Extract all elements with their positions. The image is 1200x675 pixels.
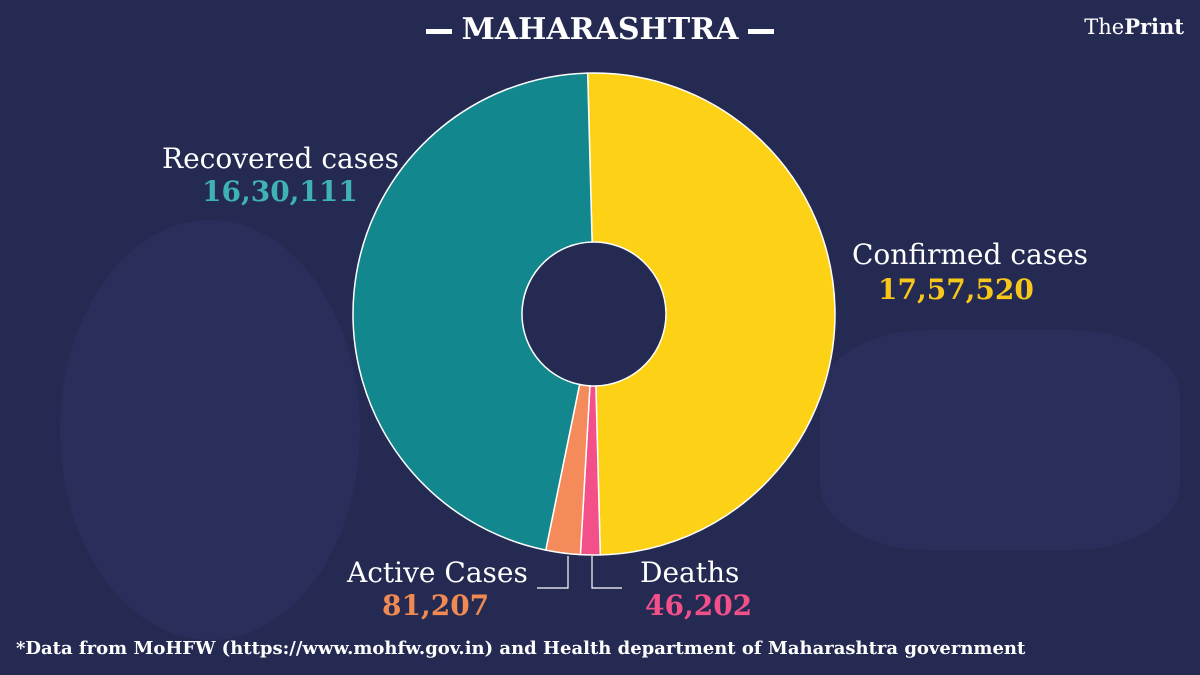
chart-title: MAHARASHTRA [0, 12, 1200, 47]
logo-bold: Print [1124, 14, 1184, 39]
active-leader-line [537, 556, 569, 589]
confirmed-label: Confirmed cases [852, 238, 1089, 271]
deaths-leader-line [591, 556, 622, 589]
background-map [820, 330, 1180, 550]
leader-lines [537, 556, 622, 589]
title-dash-left [425, 28, 452, 34]
recovered-label: Recovered cases [162, 142, 400, 175]
title-text: MAHARASHTRA [461, 12, 739, 47]
confirmed-value: 17,57,520 [878, 273, 1034, 306]
slice-confirmed-cases [586, 72, 836, 556]
active-label: Active Cases [347, 556, 528, 589]
slice-recovered-cases [352, 72, 593, 552]
source-note: *Data from MoHFW (https://www.mohfw.gov.… [16, 638, 1026, 659]
background-photo [60, 220, 360, 640]
logo-prefix: The [1084, 15, 1125, 39]
deaths-label: Deaths [640, 556, 740, 589]
active-value: 81,207 [382, 589, 490, 622]
recovered-value: 16,30,111 [202, 175, 358, 208]
deaths-value: 46,202 [645, 589, 753, 622]
title-dash-right [748, 28, 775, 34]
theprint-logo: ThePrint [1084, 14, 1184, 39]
